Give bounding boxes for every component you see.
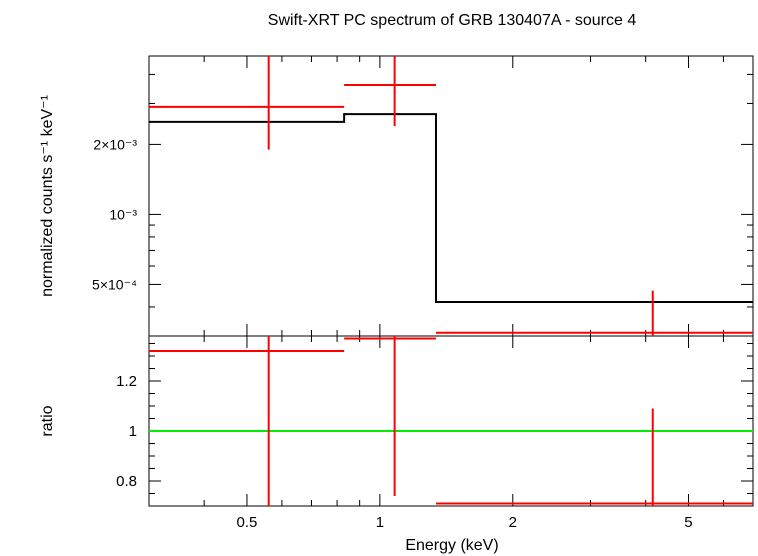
spectrum-y-tick-label: 2×10⁻³ xyxy=(93,136,137,152)
ratio-y-tick-label: 0.8 xyxy=(116,473,137,490)
ratio-y-tick-label: 1 xyxy=(129,423,137,440)
x-axis-label: Energy (keV) xyxy=(405,537,498,554)
ratio-panel-frame xyxy=(148,335,754,507)
x-tick-label: 2 xyxy=(509,514,517,531)
axis-ticks: 0.5 1 2 5 5×10⁻⁴ 10⁻³ 2×10⁻³ 0.8 1 1.2 xyxy=(92,56,754,531)
ratio-ylabel: ratio xyxy=(39,405,56,436)
spectrum-y-tick-label: 10⁻³ xyxy=(109,206,137,222)
spectrum-panel-frame xyxy=(148,55,754,337)
x-tick-label: 0.5 xyxy=(237,514,258,531)
x-tick-label: 5 xyxy=(684,514,692,531)
chart-title: Swift-XRT PC spectrum of GRB 130407A - s… xyxy=(268,12,637,29)
ratio-y-tick-label: 1.2 xyxy=(116,373,137,390)
chart-marks xyxy=(149,56,753,506)
x-tick-label: 1 xyxy=(376,514,384,531)
spectrum-y-tick-label: 5×10⁻⁴ xyxy=(92,276,137,292)
model-step-line xyxy=(149,113,753,304)
spectrum-ylabel: normalized counts s⁻¹ keV⁻¹ xyxy=(39,95,56,297)
